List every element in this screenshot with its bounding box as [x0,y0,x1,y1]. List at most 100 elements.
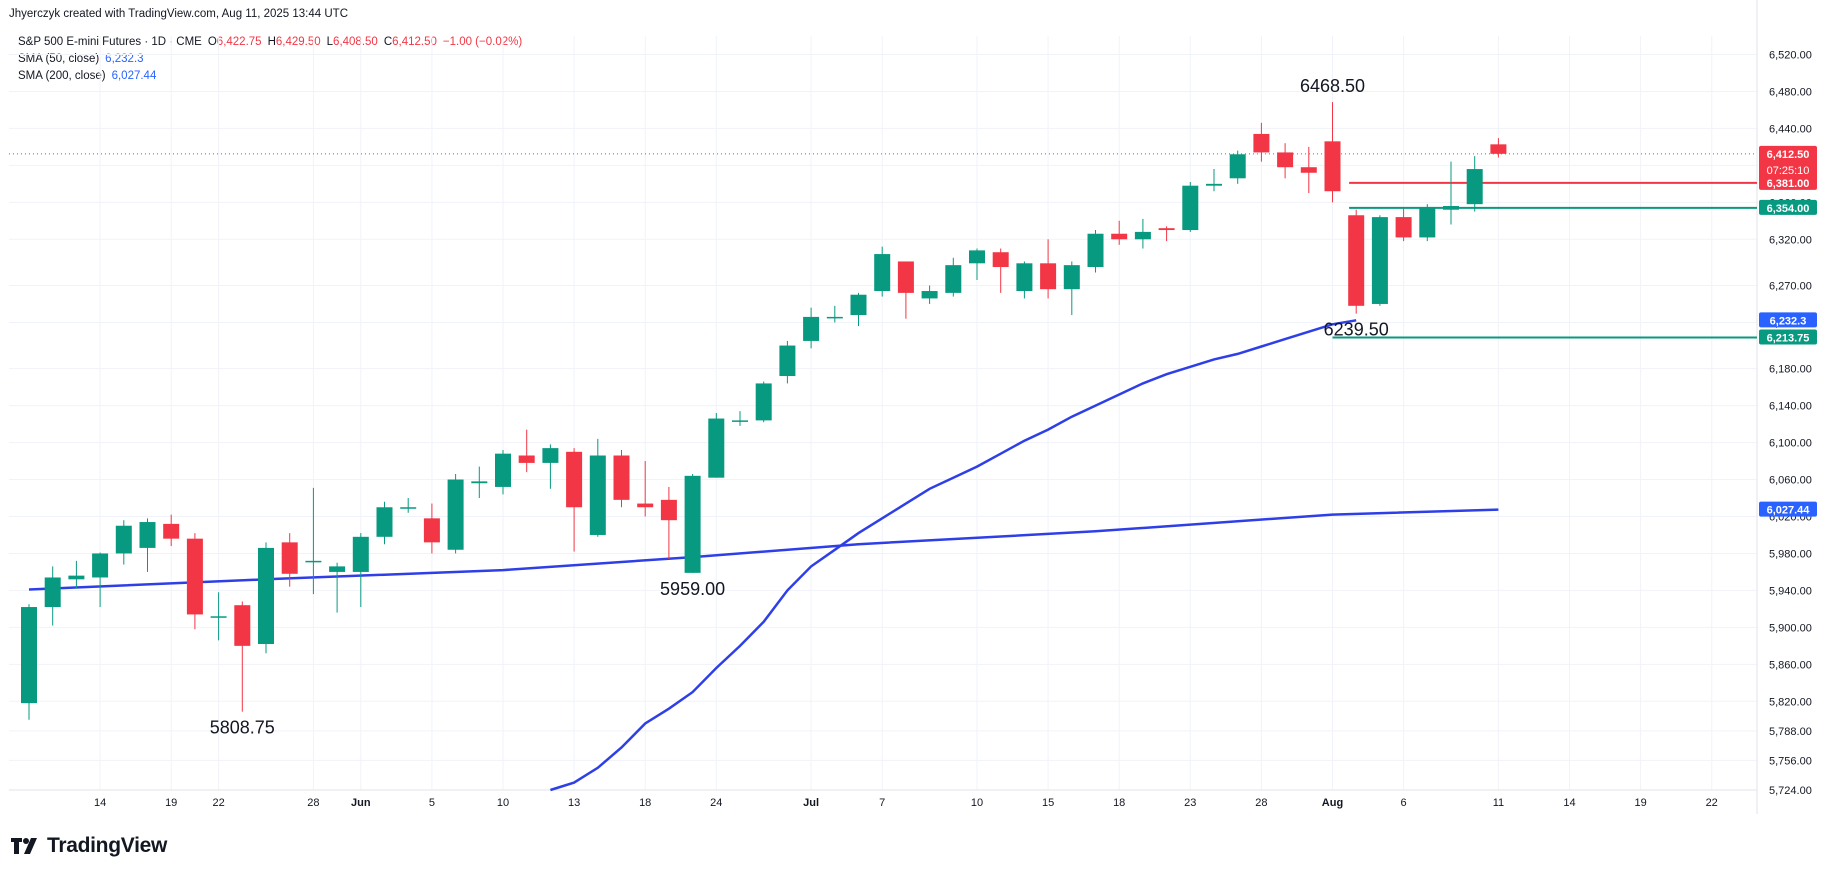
candle-body[interactable] [376,507,393,537]
sma200-row[interactable]: SMA (200, close) 6,027.44 [18,68,522,85]
candle-body[interactable] [826,316,843,319]
candle-body[interactable] [921,291,938,299]
y-tick-label: 6,270.00 [1769,280,1812,292]
candle-body[interactable] [1063,265,1080,290]
price-tag [1759,199,1817,215]
candle-body[interactable] [732,420,748,422]
candle-body[interactable] [969,250,985,264]
ohlc-close: C6,412.50 [383,36,437,48]
price-tag [1759,501,1817,517]
candle-body[interactable] [1111,233,1128,240]
candle-body[interactable] [115,525,132,554]
candle-body[interactable] [518,455,535,463]
candle-body[interactable] [1229,154,1246,179]
candle-body[interactable] [1182,185,1199,231]
price-tag [1759,174,1817,190]
symbol-row[interactable]: S&P 500 E-mini Futures · 1D · CME O6,422… [18,34,522,51]
candle-body[interactable] [1253,133,1270,153]
ohlc-high: H6,429.50 [267,36,321,48]
candle-body[interactable] [234,605,251,646]
candle-body[interactable] [637,503,654,508]
candle-body[interactable] [44,577,61,608]
sma200-label: SMA (200, close) [18,70,106,82]
x-tick-label: 19 [165,797,177,809]
candle-body[interactable] [1016,263,1033,292]
y-tick-label: 6,320.00 [1769,234,1812,246]
candle-body[interactable] [1395,217,1412,238]
candle-body[interactable] [1419,207,1436,238]
candle-body[interactable] [660,499,677,521]
y-tick-label: 5,900.00 [1769,622,1812,634]
candle-body[interactable] [684,475,701,573]
sma200-line [28,508,1499,591]
candle-body[interactable] [755,383,772,421]
price-tag-label: 6,354.00 [1767,203,1810,215]
candle-body[interactable] [1490,144,1507,154]
candle-body[interactable] [1040,263,1057,290]
candle-body[interactable] [803,316,820,341]
candle-body[interactable] [258,547,274,645]
x-tick-label: 23 [1184,797,1196,809]
candle-body[interactable] [495,453,511,487]
candle-body[interactable] [1300,167,1317,173]
sma50-row[interactable]: SMA (50, close) 6,232.3 [18,51,522,68]
price-annotation: 5808.75 [210,718,275,738]
candle-body[interactable] [423,518,440,543]
candle-body[interactable] [163,523,180,539]
y-tick-label: 5,724.00 [1769,785,1812,797]
candle-body[interactable] [850,294,867,316]
x-tick-label: 18 [639,797,651,809]
tradingview-logo-icon [11,838,37,854]
candle-body[interactable] [305,560,322,563]
candle-body[interactable] [613,455,630,500]
x-tick-label: 18 [1113,797,1125,809]
candle-body[interactable] [589,455,606,535]
price-tag-label: 6,213.75 [1767,332,1810,344]
candle-body[interactable] [1087,233,1104,268]
x-tick-label: 10 [497,797,509,809]
candle-body[interactable] [447,479,464,550]
candle-body[interactable] [1206,183,1222,186]
x-tick-label: 28 [1255,797,1267,809]
candle-body[interactable] [1348,215,1365,306]
candle-body[interactable] [21,607,37,704]
y-tick-label: 5,980.00 [1769,548,1812,560]
candle-body[interactable] [281,542,298,574]
candle-body[interactable] [1466,169,1483,205]
candle-body[interactable] [779,345,796,377]
x-tick-label: 13 [568,797,580,809]
sma200-value: 6,027.44 [111,70,157,82]
candle-body[interactable] [566,451,583,508]
x-tick-label: 6 [1401,797,1407,809]
brand-footer: TradingView [11,834,167,858]
candle-body[interactable] [708,418,725,478]
candle-body[interactable] [471,481,488,484]
candle-body[interactable] [945,265,962,293]
y-tick-label: 6,180.00 [1769,364,1812,376]
candle-body[interactable] [1371,217,1388,304]
candle-body[interactable] [139,522,156,548]
candle-body[interactable] [1277,152,1294,168]
candle-body[interactable] [1134,231,1151,240]
candle-body[interactable] [1158,228,1175,231]
sma50-value: 6,232.3 [105,53,144,65]
y-tick-label: 5,860.00 [1769,659,1812,671]
candle-body[interactable] [542,448,559,463]
candle-body[interactable] [1324,141,1341,192]
x-tick-label: 5 [429,797,435,809]
candle-body[interactable] [897,261,914,293]
candle-body[interactable] [874,254,891,292]
candle-body[interactable] [992,252,1009,268]
price-chart[interactable]: 6,520.006,480.006,440.006,400.006,360.00… [0,0,1835,820]
y-tick-label: 6,060.00 [1769,475,1812,487]
x-tick-label: 22 [212,797,224,809]
price-change: −1.00 (−0.02%) [442,36,523,48]
candle-body[interactable] [400,507,417,509]
candle-body[interactable] [92,553,109,578]
candle-body[interactable] [1443,206,1459,210]
candle-body[interactable] [329,566,346,572]
candle-body[interactable] [68,575,85,580]
candle-body[interactable] [186,538,203,615]
candle-body[interactable] [352,536,369,572]
candle-body[interactable] [210,616,227,618]
